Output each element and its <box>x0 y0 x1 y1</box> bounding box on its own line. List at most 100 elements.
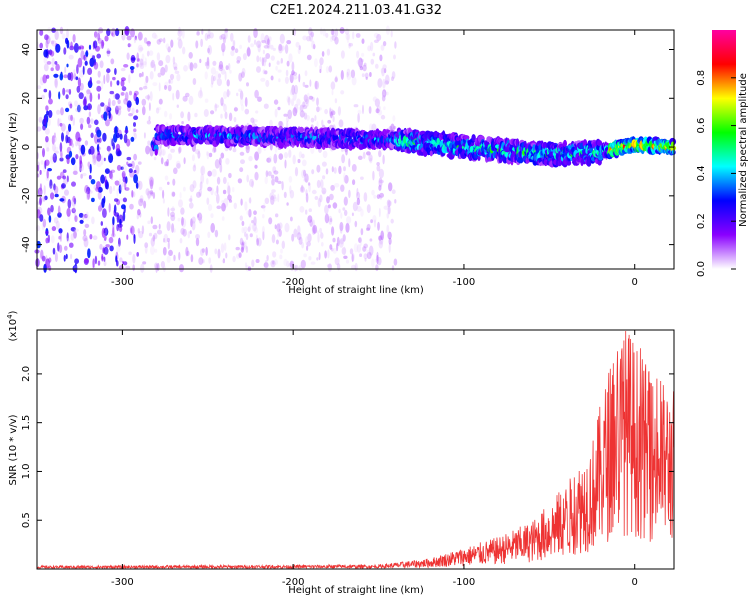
spectrogram-noise-blob <box>200 38 204 48</box>
spectrogram-noise-blob <box>133 128 137 133</box>
spectrogram-noise-blob <box>76 64 79 75</box>
spectrogram-x-label: Height of straight line (km) <box>288 285 424 296</box>
spectrogram-noise-blob <box>128 74 131 84</box>
spectrogram-noise-blob <box>153 156 157 161</box>
spectrogram-noise-blob <box>121 182 125 187</box>
spectrogram-noise-blob <box>240 247 244 254</box>
spectrogram-noise-blob <box>194 112 198 118</box>
spectrogram-noise-blob <box>145 145 150 155</box>
spectrogram-noise-blob <box>301 242 304 249</box>
spectrogram-noise-blob <box>373 194 377 199</box>
spectrogram-noise-blob <box>306 245 309 251</box>
spectrogram-noise-blob <box>253 216 257 226</box>
spectrogram-noise-blob <box>132 253 136 264</box>
spectrogram-noise-blob <box>192 180 197 189</box>
spectrogram-noise-blob <box>271 189 276 193</box>
spectrogram-noise-blob <box>58 118 62 124</box>
spectrogram-noise-blob <box>75 154 79 160</box>
spectrogram-noise-blob <box>96 85 102 92</box>
spectrogram-noise-blob <box>325 32 329 38</box>
spectrogram-noise-blob <box>341 148 344 152</box>
spectrogram-noise-blob <box>214 229 219 238</box>
spectrogram-noise-blob <box>307 215 313 223</box>
spectrogram-noise-blob <box>180 227 185 235</box>
spectrogram-noise-blob <box>205 60 210 70</box>
spectrogram-noise-blob <box>298 45 301 51</box>
spectrogram-noise-blob <box>172 56 176 65</box>
spectrogram-noise-blob <box>103 232 106 239</box>
spectrogram-noise-blob <box>97 93 100 100</box>
spectrogram-noise-blob <box>87 248 91 259</box>
spectrogram-noise-blob <box>356 197 361 206</box>
spectrogram-noise-blob <box>378 235 382 241</box>
spectrogram-noise-blob <box>167 207 170 217</box>
spectrogram-noise-blob <box>163 238 166 243</box>
spectrogram-noise-blob <box>51 57 55 68</box>
spectrogram-noise-blob <box>148 50 154 56</box>
spectrogram-noise-blob <box>128 168 133 174</box>
spectrogram-noise-blob <box>356 50 360 59</box>
spectrogram-noise-blob <box>128 251 132 256</box>
spectrogram-noise-blob <box>59 157 64 162</box>
spectrogram-noise-blob <box>240 246 245 253</box>
spectrogram-noise-blob <box>152 192 156 199</box>
spectrogram-noise-blob <box>106 68 111 74</box>
spectrogram-noise-blob <box>377 105 381 111</box>
spectrogram-noise-blob <box>138 32 142 42</box>
spectrogram-noise-blob <box>128 90 133 96</box>
spectrogram-noise-blob <box>65 94 69 100</box>
spectrogram-noise-blob <box>90 179 96 185</box>
spectrogram-noise-blob <box>54 193 59 198</box>
spectrogram-noise-blob <box>367 45 372 52</box>
snr-y-label: SNR (10 * v/v) <box>8 414 19 485</box>
spectrogram-noise-blob <box>100 155 104 166</box>
spectrogram-x-ticks: -300 -200 -100 0 <box>111 30 638 288</box>
spectrogram-noise-blob <box>236 253 241 259</box>
spectrogram-noise-blob <box>116 188 119 197</box>
spectrogram-noise-blob <box>138 58 144 68</box>
spectrogram-noise-blob <box>66 157 70 165</box>
spectrogram-noise-blob <box>316 257 319 261</box>
spectrogram-noise-blob <box>309 32 313 42</box>
spectrogram-noise-blob <box>241 226 245 234</box>
spectrogram-noise-blob <box>272 196 278 202</box>
spectrogram-noise-blob <box>165 54 171 64</box>
spectrogram-noise-blob <box>236 56 242 62</box>
spectrogram-noise-blob <box>241 67 246 76</box>
spectrogram-noise-blob <box>44 159 50 166</box>
spectrogram-noise-blob <box>120 79 125 87</box>
spectrogram-noise-blob <box>378 240 383 249</box>
spectrogram-noise-blob <box>132 264 135 272</box>
spectrogram-noise-blob <box>299 186 305 193</box>
spectrogram-noise-blob <box>376 107 379 114</box>
spectrogram-noise-blob <box>239 151 245 156</box>
spectrogram-noise-blob <box>388 200 392 207</box>
spectrogram-noise-blob <box>274 176 279 183</box>
spectrogram-noise-blob <box>268 217 273 225</box>
spectrogram-noise-blob <box>379 192 384 198</box>
spectrogram-noise-blob <box>285 69 289 77</box>
spectrogram-noise-blob <box>321 51 325 57</box>
spectrogram-noise-blob <box>304 173 309 183</box>
spectrogram-noise-blob <box>380 44 385 51</box>
spectrogram-noise-blob <box>141 98 147 106</box>
spectrogram-noise-blob <box>94 255 98 265</box>
spectrogram-noise-blob <box>227 185 231 196</box>
spectrogram-noise-blob <box>366 249 371 253</box>
spectrogram-noise-blob <box>110 58 115 65</box>
spectrogram-noise-blob <box>239 44 243 50</box>
spectrogram-noise-blob <box>299 206 305 213</box>
spectrogram-noise-blob <box>298 151 303 159</box>
spectrogram-noise-blob <box>113 93 116 99</box>
spectrogram-noise-blob <box>43 49 49 58</box>
spectrogram-noise-blob <box>137 209 141 216</box>
spectrogram-noise-blob <box>332 247 337 254</box>
spectrogram-noise-blob <box>60 152 63 159</box>
spectrogram-noise-blob <box>138 180 143 190</box>
spectrogram-noise-blob <box>356 187 359 196</box>
spectrogram-noise-blob <box>66 130 70 136</box>
spectrogram-noise-blob <box>118 237 121 247</box>
spectrogram-noise-blob <box>130 227 133 234</box>
spectrogram-noise-blob <box>231 45 235 51</box>
spectrogram-noise-blob <box>247 35 251 43</box>
